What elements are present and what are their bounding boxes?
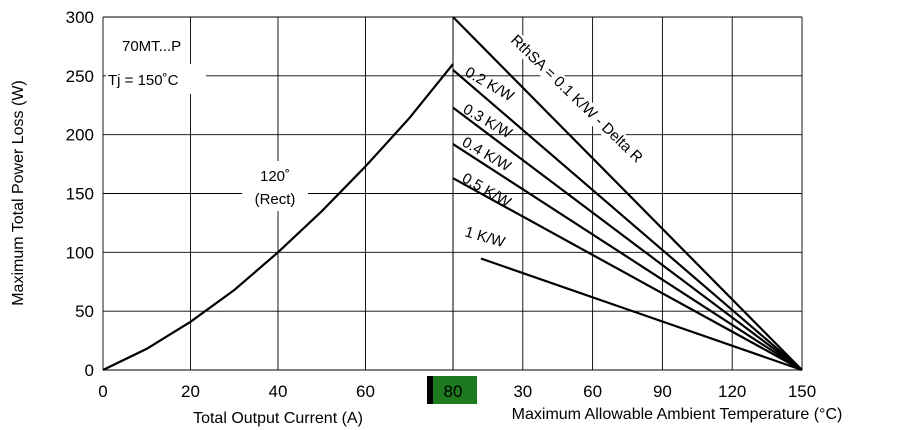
right-series-line-1 [452, 69, 803, 371]
right-x-tick-60: 60 [583, 382, 602, 401]
y-tick-200: 200 [66, 126, 94, 145]
right-x-tick-labels: 30 60 90 120 150 [513, 382, 816, 401]
highlight-badge [427, 376, 477, 404]
left-x-tick-labels: 0 20 40 60 [98, 382, 375, 401]
y-tick-250: 250 [66, 67, 94, 86]
left-x-tick-0: 0 [98, 382, 107, 401]
y-tick-50: 50 [75, 302, 94, 321]
line-label-rthsa-0.1: RthSA = 0.1 K/W - Delta R [507, 32, 646, 167]
annotation-model: 70MT...P [122, 38, 181, 55]
left-x-axis-title: Total Output Current (A) [193, 410, 363, 427]
curve-label-line2: (Rect) [255, 191, 296, 208]
y-tick-300: 300 [66, 8, 94, 27]
annotation-background [106, 64, 206, 94]
rthsa-label-background [504, 28, 661, 181]
y-tick-100: 100 [66, 243, 94, 262]
right-series-line-5 [480, 257, 803, 372]
line-label-1: 1 K/W [463, 224, 508, 252]
y-tick-0: 0 [85, 361, 94, 380]
right-x-tick-90: 90 [653, 382, 672, 401]
left-x-tick-20: 20 [181, 382, 200, 401]
right-x-tick-30: 30 [513, 382, 532, 401]
right-x-tick-120: 120 [718, 382, 746, 401]
line-label-0.5: 0.5 K/W [459, 170, 514, 212]
annotation-tj: Tj = 150˚C [108, 72, 179, 89]
right-x-axis-title: Maximum Allowable Ambient Temperature (°… [512, 406, 843, 423]
right-series-line-0 [452, 16, 803, 371]
right-series-line-3 [452, 143, 803, 371]
y-tick-labels: 0 50 100 150 200 250 300 [66, 8, 94, 380]
curve-label-line1: 120˚ [260, 168, 290, 185]
highlight-marker [427, 376, 433, 404]
curve-label-background [242, 161, 308, 211]
left-x-tick-40: 40 [269, 382, 288, 401]
y-tick-150: 150 [66, 185, 94, 204]
series-lines [102, 16, 803, 372]
right-series-line-2 [452, 106, 803, 371]
left-x-tick-60: 60 [356, 382, 375, 401]
right-series-line-4 [452, 177, 803, 371]
highlighted-x-tick-80: 80 [444, 382, 463, 401]
right-line-labels: RthSA = 0.1 K/W - Delta R 0.2 K/W 0.3 K/… [459, 28, 661, 252]
y-axis-title: Maximum Total Power Loss (W) [10, 80, 27, 306]
right-x-tick-150: 150 [788, 382, 816, 401]
left-series-line-0 [102, 63, 454, 371]
